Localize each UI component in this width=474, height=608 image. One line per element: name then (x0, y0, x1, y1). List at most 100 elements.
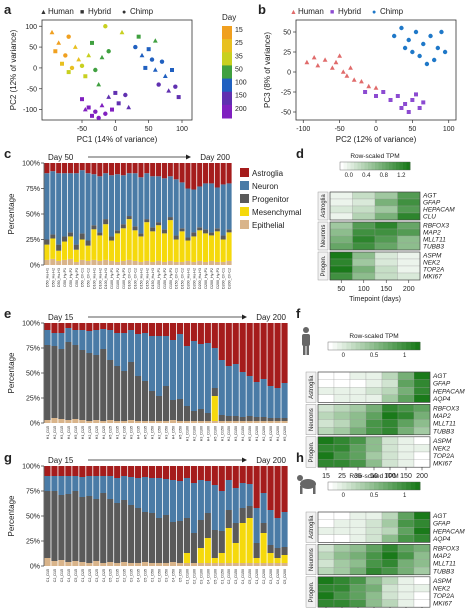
heatmap-group-frame (317, 371, 431, 403)
gene-label: TOP2A (433, 453, 454, 460)
bar-segment-astroglia (211, 323, 218, 348)
data-point (421, 100, 426, 105)
x-tick-label: C2_D25 (88, 569, 92, 582)
legend-label-progenitor: Progenitor (252, 195, 289, 204)
x-tick-label: C1_D200 (255, 569, 259, 584)
bar-segment-astroglia (100, 466, 107, 476)
bar-segment-progenitor (197, 520, 204, 548)
bar-segment-epithelial (93, 420, 100, 423)
data-point (162, 73, 168, 79)
heat-legend-tick: 1 (403, 493, 407, 499)
heatmap-cell (352, 251, 376, 260)
x-tick-label: H3_D25 (95, 426, 99, 439)
heatmap-cell (397, 205, 421, 214)
bar-segment-neuron (51, 333, 58, 346)
heatmap-cell (413, 404, 431, 413)
bar-segment-neuron (204, 343, 211, 413)
heatmap-cell (329, 258, 353, 267)
heat-legend-step (341, 482, 347, 490)
bar-segment-neuron (120, 175, 126, 225)
gene-label: ASPM (432, 578, 452, 585)
heatmap-cell (397, 534, 415, 543)
heatmap-cell (381, 371, 399, 380)
group-label: Astroglia (309, 375, 315, 399)
data-point (173, 84, 178, 89)
heatmap-cell (397, 436, 415, 445)
y-tick-label: 50% (26, 212, 40, 219)
heatmap-cell (365, 451, 383, 460)
plot-frame (41, 19, 193, 121)
x-tick-label: D100_Hy-P3 (122, 268, 126, 289)
y-tick-label: 100 (25, 24, 37, 31)
heat-legend-frame (327, 341, 421, 351)
heatmap-cell (381, 544, 399, 553)
x-tick-label: H2_D100 (192, 426, 196, 441)
bar-segment-mesenchymal (97, 235, 103, 261)
heat-legend-step (383, 342, 389, 350)
heat-legend-step (346, 482, 352, 490)
bar-segment-neuron (225, 366, 232, 416)
legend-a-label-chimp: Chimp (130, 7, 154, 16)
bar-segment-epithelial (267, 563, 274, 566)
bar-segment-astroglia (58, 466, 65, 476)
heatmap-cell (381, 519, 399, 528)
bar-segment-astroglia (260, 466, 267, 493)
bar-segment-epithelial (183, 563, 190, 566)
heatmap-cell (365, 591, 383, 600)
bar-segment-astroglia (58, 323, 65, 333)
day-colorbar-segment (222, 91, 232, 106)
heat-legend-frame (327, 481, 421, 491)
bar-segment-neuron (239, 483, 246, 508)
heatmap-cell (397, 265, 421, 274)
heatmap-cell (329, 221, 353, 230)
x-tick-label: H2_D50 (158, 426, 162, 439)
gene-label: TOP2A (423, 267, 444, 274)
x-tick-label: 100 (358, 286, 370, 293)
x-tick-label: 150 (400, 473, 412, 480)
heatmap-cell (349, 451, 367, 460)
bar-segment-epithelial (148, 563, 156, 566)
bar-segment-progenitor (176, 521, 184, 563)
bar-segment-progenitor (162, 386, 170, 421)
bar-segment-mesenchymal (44, 244, 50, 260)
bar-segment-epithelial (226, 260, 232, 265)
panel-label-b: b (258, 2, 266, 17)
bar-segment-epithelial (58, 419, 65, 423)
gene-label: NEK2 (423, 260, 440, 267)
y-tick-label: 0 (33, 65, 37, 72)
heatmap-cell (397, 394, 415, 403)
bar-segment-neuron (183, 346, 190, 406)
legend-label-neuron: Neuron (252, 182, 278, 191)
bar-segment-neuron (239, 372, 246, 417)
bar-segment-epithelial (73, 261, 79, 265)
heatmap-cell (397, 511, 415, 520)
y-tick-label: 0% (30, 263, 40, 270)
bar-segment-neuron (260, 493, 267, 523)
bar-segment-progenitor (197, 227, 203, 231)
chimp-silhouette-icon (297, 475, 316, 494)
heatmap-cell (349, 519, 367, 528)
heatmap-cell (317, 419, 335, 428)
data-point (49, 29, 55, 35)
bar-segment-progenitor (114, 230, 120, 234)
bar-segment-neuron (135, 478, 142, 508)
x-tick-label: D50_Hu-H2 (51, 268, 55, 287)
heatmap-group-frame (329, 251, 421, 281)
heatmap-cell (365, 444, 383, 453)
bar-segment-neuron (211, 485, 218, 530)
bar-segment-progenitor (62, 236, 68, 242)
legend-a-marker-hybrid: ■ (80, 9, 84, 16)
x-tick-label: 50 (370, 473, 378, 480)
bar-segment-astroglia (114, 466, 121, 478)
bar-segment-progenitor (91, 225, 97, 230)
bar-segment-epithelial (114, 421, 121, 423)
heatmap-cell (352, 228, 376, 237)
bar-segment-progenitor (58, 349, 65, 419)
heatmap-cell (317, 511, 335, 520)
x-tick-label: C5_D50 (178, 569, 182, 582)
bar-segment-neuron (169, 340, 177, 400)
heatmap-cell (365, 404, 383, 413)
bar-segment-epithelial (225, 563, 232, 566)
x-tick-label: D200_Hu-H3 (198, 268, 202, 289)
data-point (133, 44, 138, 50)
